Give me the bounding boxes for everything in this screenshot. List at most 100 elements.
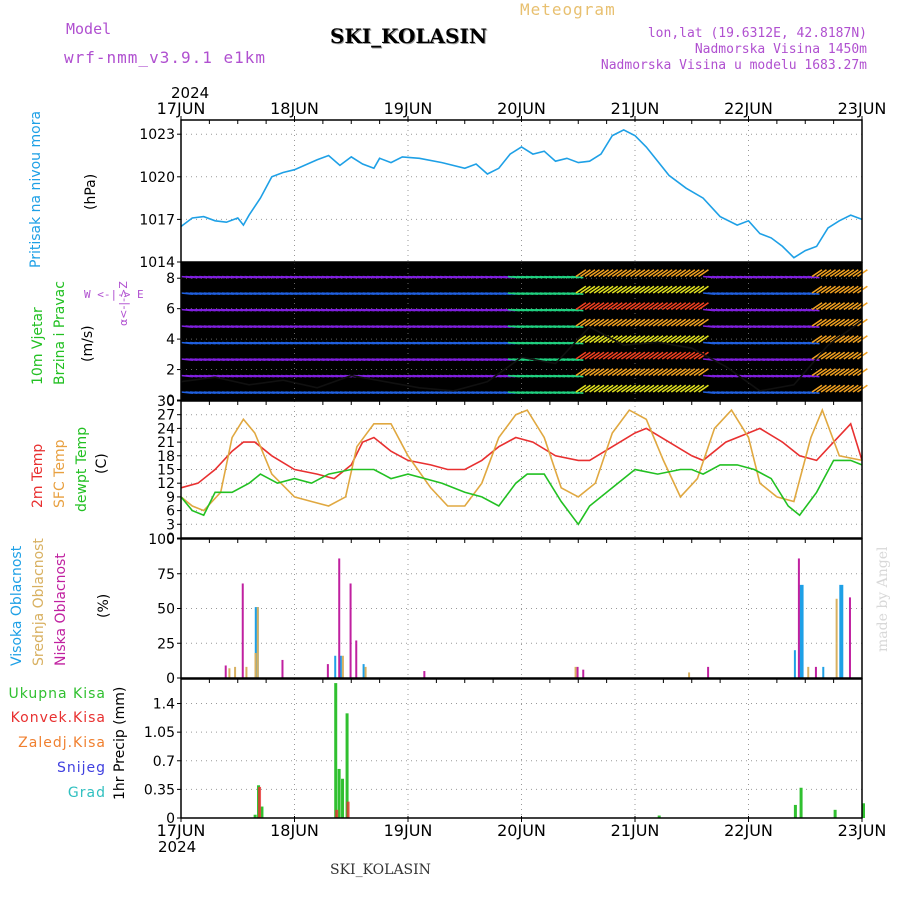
cloud-bar: [338, 558, 341, 678]
wind-barb: [593, 351, 605, 360]
wind-barb: [652, 269, 664, 278]
wind-barb: [571, 275, 584, 279]
footer-title: SKI_KOLASIN: [330, 862, 431, 878]
wind-barb: [616, 269, 628, 278]
wind-barb: [852, 318, 864, 327]
wind-barb: [643, 318, 655, 327]
wind-barb: [616, 318, 628, 327]
wind-barb: [584, 384, 596, 393]
wind-barb: [616, 368, 628, 377]
wind-barb: [698, 285, 709, 294]
wind-barb: [580, 384, 591, 393]
wind-barb: [679, 285, 691, 294]
wind-barb: [661, 318, 673, 327]
wind-barb: [838, 318, 850, 327]
precip-grad-label: Grad: [67, 785, 106, 801]
wind-barb: [643, 351, 655, 360]
cloud-bar: [364, 666, 367, 678]
wind-barb: [620, 302, 632, 311]
wind-barb: [670, 285, 682, 294]
wind-barb: [816, 384, 827, 393]
wind-barb: [843, 285, 855, 294]
wind-barb: [807, 358, 820, 361]
wind-barb: [616, 351, 628, 360]
wind-direction-we-label: W <-|-> E: [84, 288, 144, 301]
wind-barb: [657, 285, 669, 294]
precip-conv-label: Konvek.Kisa: [10, 710, 106, 726]
wind-barb: [630, 368, 641, 377]
wind-barb: [679, 351, 691, 360]
wind-barb: [607, 384, 619, 393]
wind-barb: [684, 269, 696, 278]
wind-barb: [652, 302, 664, 311]
wind-barb: [816, 335, 827, 344]
wind-barb: [611, 269, 623, 278]
wind-barb: [852, 384, 864, 393]
model-altitude-label: Nadmorska Visina u modelu 1683.27m: [600, 58, 867, 73]
wind-barb: [593, 384, 605, 393]
wind-barb: [630, 285, 641, 294]
wind-barb: [847, 285, 859, 294]
precip-bar: [260, 806, 264, 818]
wind-barb: [679, 384, 691, 393]
model-value: wrf-nmm_v3.9.1 e1km: [64, 48, 267, 67]
wind-barb: [620, 285, 632, 294]
wind-barb: [620, 269, 632, 278]
wind-barb: [838, 384, 850, 393]
cloud-bar: [574, 666, 577, 678]
wind-barb: [648, 302, 659, 311]
wind-barb: [602, 269, 614, 278]
wind-barb: [584, 351, 596, 360]
wind-barb: [816, 285, 827, 294]
wind-barb: [847, 302, 859, 311]
cloud-bar: [326, 664, 329, 678]
wind-barb: [689, 269, 700, 278]
wind-barb: [693, 285, 705, 294]
wind-barb: [598, 269, 610, 278]
wind-barb: [693, 318, 705, 327]
date-label-bottom: 18JUN: [270, 821, 319, 840]
wind-barb: [589, 368, 600, 377]
wind-barb: [825, 384, 837, 393]
cloud-bar: [822, 666, 825, 678]
wind-barb: [625, 384, 637, 393]
cloud-bar: [355, 640, 358, 678]
cloud-bar: [799, 584, 804, 678]
wind-barb: [807, 325, 820, 328]
wind-barb: [684, 368, 696, 377]
series-line-dewpt-temp: [180, 459, 863, 526]
wind-barb: [838, 335, 850, 344]
wind-barb: [843, 302, 855, 311]
wind-barb: [825, 269, 837, 278]
precip-total-label: Ukupna Kisa: [8, 686, 106, 702]
wind-barb: [575, 368, 587, 377]
wind-barb: [598, 285, 610, 294]
y-tick-label: 6: [166, 504, 175, 520]
panel-frame: [180, 262, 863, 401]
wind-barb: [825, 285, 837, 294]
wind-barb: [816, 302, 827, 311]
wind-barb: [634, 318, 646, 327]
wind-barb: [698, 351, 709, 360]
wind-barb: [820, 269, 832, 278]
wind-barb: [630, 302, 641, 311]
wind-barb: [620, 368, 632, 377]
wind-barb: [689, 335, 700, 344]
wind-barb: [625, 285, 637, 294]
wind-barb: [571, 325, 584, 328]
date-label-top: 20JUN: [497, 99, 546, 118]
wind-barb: [852, 368, 864, 377]
wind-barb: [679, 302, 691, 311]
wind-barb: [616, 384, 628, 393]
wind-barb: [847, 351, 859, 360]
wind-barb: [670, 318, 682, 327]
wind-barb: [611, 351, 623, 360]
wind-barb: [825, 318, 837, 327]
wind-barb: [634, 335, 646, 344]
wind-barb: [852, 302, 864, 311]
wind-barb: [639, 318, 650, 327]
wind-barb: [829, 351, 841, 360]
wind-barb: [661, 351, 673, 360]
wind-barb: [693, 368, 705, 377]
cloud-bar: [281, 659, 284, 678]
